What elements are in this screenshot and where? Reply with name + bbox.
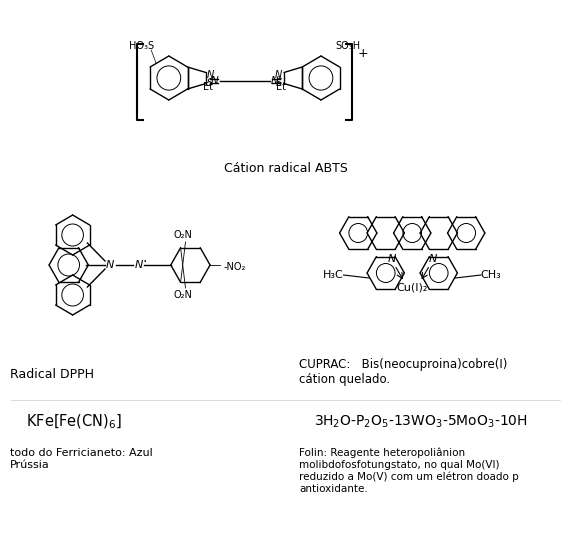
Text: S: S — [276, 78, 282, 87]
Text: SO₃H: SO₃H — [336, 41, 361, 51]
Text: Et: Et — [276, 83, 286, 92]
Text: ·: · — [142, 255, 147, 269]
Text: N: N — [106, 260, 114, 270]
Text: N: N — [271, 77, 279, 86]
Text: N: N — [388, 254, 396, 264]
Text: N: N — [211, 77, 219, 86]
Text: O₂N: O₂N — [173, 290, 192, 300]
Text: Cu(I)₂: Cu(I)₂ — [396, 282, 428, 292]
Text: S: S — [207, 78, 213, 87]
Text: N: N — [275, 71, 282, 80]
Text: N: N — [207, 71, 214, 80]
Text: -NO₂: -NO₂ — [224, 262, 246, 272]
Text: HO₃S: HO₃S — [129, 41, 154, 51]
Text: Cátion radical ABTS: Cátion radical ABTS — [223, 161, 347, 174]
Text: N: N — [429, 254, 437, 264]
Text: Et: Et — [203, 83, 213, 92]
Text: 3H$_2$O-P$_2$O$_5$-13WO$_3$-5MoO$_3$-10H: 3H$_2$O-P$_2$O$_5$-13WO$_3$-5MoO$_3$-10H — [314, 414, 528, 430]
Text: N: N — [135, 260, 144, 270]
Text: CUPRAC:   Bis(neocuproina)cobre(I)
cátion quelado.: CUPRAC: Bis(neocuproina)cobre(I) cátion … — [299, 358, 508, 386]
Text: Radical DPPH: Radical DPPH — [10, 368, 94, 381]
Text: O₂N: O₂N — [173, 230, 192, 240]
Text: KFe[Fe(CN)$_6$]: KFe[Fe(CN)$_6$] — [26, 413, 122, 431]
Text: todo do Ferricianeto: Azul
Prússia: todo do Ferricianeto: Azul Prússia — [10, 448, 152, 470]
Text: CH₃: CH₃ — [480, 270, 501, 280]
Text: +: + — [357, 47, 368, 60]
Text: Folin: Reagente heteropoliânion
molibdofosfotungstato, no qual Mo(VI)
reduzido a: Folin: Reagente heteropoliânion molibdof… — [299, 448, 519, 494]
Text: H₃C: H₃C — [324, 270, 344, 280]
